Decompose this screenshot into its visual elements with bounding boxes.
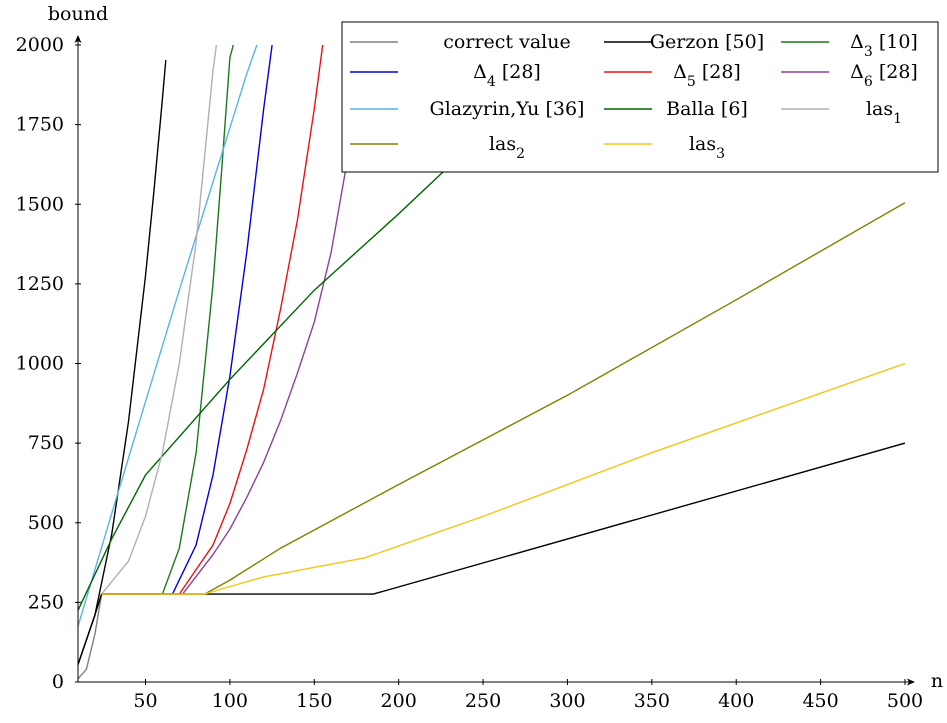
x-tick-label: 100 xyxy=(212,690,248,712)
x-tick-label: 200 xyxy=(381,690,417,712)
series-line-3 xyxy=(101,45,234,595)
legend-label: correct value xyxy=(443,31,570,53)
legend-item: Glazyrin,Yu [36] xyxy=(350,98,584,120)
series-11 xyxy=(101,362,905,595)
y-axis-arrow xyxy=(74,35,82,43)
x-tick-label: 250 xyxy=(465,690,501,712)
series-7 xyxy=(78,45,258,627)
x-tick-label: 500 xyxy=(887,690,923,712)
y-tick-label: 1500 xyxy=(16,193,64,215)
series-8 xyxy=(78,165,450,611)
series-6 xyxy=(101,45,366,595)
series-line-9 xyxy=(101,45,218,595)
series-line-7 xyxy=(78,45,258,627)
y-axis-label: bound xyxy=(48,3,108,25)
series-3 xyxy=(101,45,234,595)
y-tick-label: 1250 xyxy=(16,273,64,295)
y-tick-label: 0 xyxy=(52,671,64,693)
axes: 50 100 150 200 250 300 350 400 450 500 0 250 500 750 1… xyxy=(16,34,923,712)
x-tick-label: 350 xyxy=(634,690,670,712)
y-tick-label: 750 xyxy=(28,432,64,454)
legend-item: Balla [6] xyxy=(604,98,748,120)
x-axis-label: n xyxy=(931,670,943,692)
y-tick-label: 2000 xyxy=(16,34,64,56)
series-9 xyxy=(101,45,218,595)
series-line-6 xyxy=(101,45,366,595)
y-tick-label: 250 xyxy=(28,591,64,613)
series-line-8 xyxy=(78,165,450,611)
series-line-2 xyxy=(78,442,905,665)
series-line-1 xyxy=(78,593,103,680)
legend-label: Glazyrin,Yu [36] xyxy=(430,98,585,120)
x-tick-label: 400 xyxy=(718,690,754,712)
series-line-11 xyxy=(101,362,905,595)
legend-box xyxy=(341,21,939,173)
series-5 xyxy=(101,45,324,595)
series-line-4 xyxy=(101,45,273,595)
y-tick-label: 1750 xyxy=(16,114,64,136)
legend-item: Gerzon [50] xyxy=(604,31,764,53)
x-tick-label: 50 xyxy=(133,690,157,712)
series-line-10 xyxy=(101,202,905,595)
series-line-2-upper xyxy=(78,59,167,665)
x-tick-label: 450 xyxy=(802,690,838,712)
series-1 xyxy=(78,593,103,680)
y-tick-label: 500 xyxy=(28,512,64,534)
legend-label: Gerzon [50] xyxy=(650,31,764,53)
legend-item: correct value xyxy=(350,31,571,53)
x-tick-label: 300 xyxy=(549,690,585,712)
x-tick-label: 150 xyxy=(296,690,332,712)
series-4 xyxy=(101,45,273,595)
y-tick-label: 1000 xyxy=(16,353,64,375)
legend: correct value Gerzon [50] Δ3 [10]Δ4 [28] Δ5… xyxy=(341,21,939,173)
series-10 xyxy=(101,202,905,595)
series-layer xyxy=(78,45,905,680)
legend-label: Balla [6] xyxy=(666,98,748,120)
series-line-5 xyxy=(101,45,324,595)
x-axis-arrow xyxy=(907,678,915,686)
